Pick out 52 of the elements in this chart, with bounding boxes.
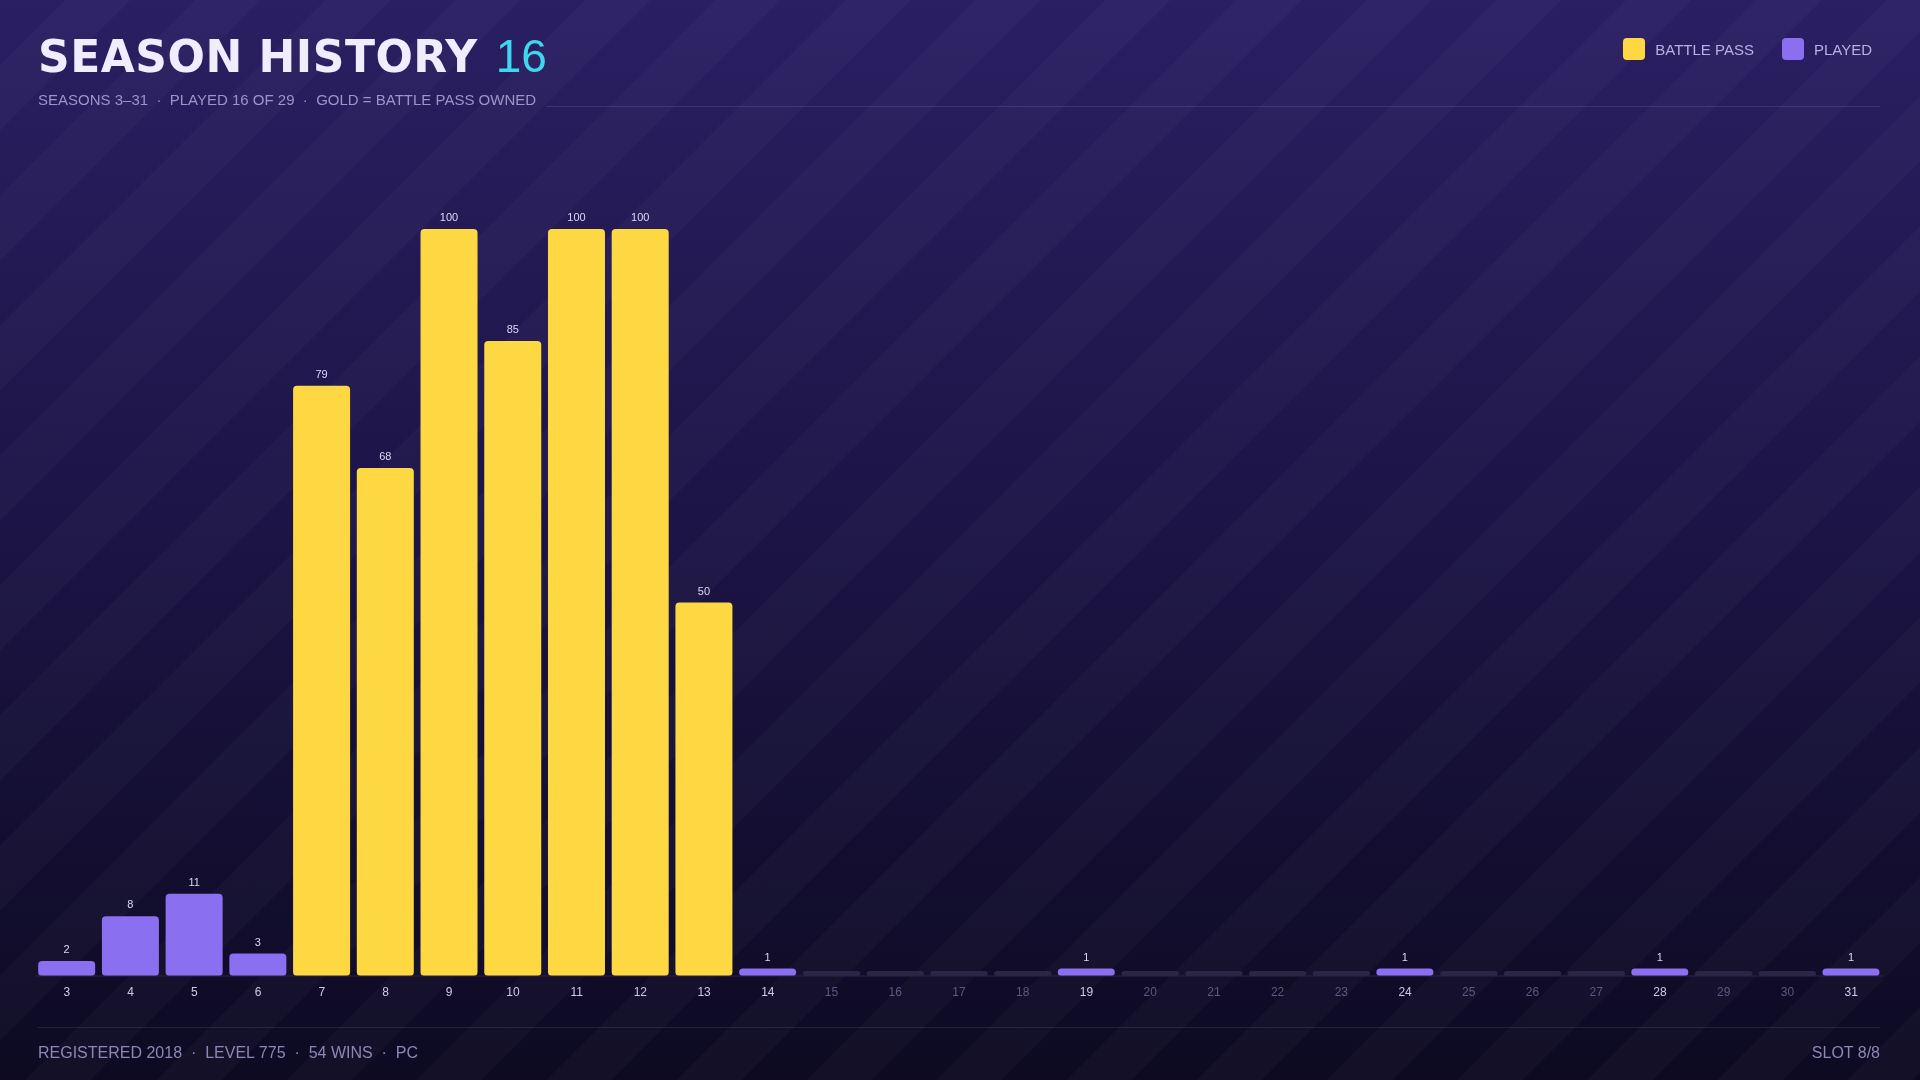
x-tick-label: 5 xyxy=(190,985,198,999)
legend-label: BATTLE PASS xyxy=(1655,40,1754,58)
data-label: 3 xyxy=(254,935,261,948)
x-tick-label: 25 xyxy=(1462,985,1476,999)
x-tick-label: 30 xyxy=(1780,985,1795,999)
x-tick-label: 14 xyxy=(761,985,775,999)
x-tick-label: 11 xyxy=(570,985,584,999)
x-tick-label: 27 xyxy=(1589,985,1604,999)
data-label: 1 xyxy=(1083,950,1090,963)
x-tick-label: 10 xyxy=(506,985,520,999)
x-tick-label: 7 xyxy=(318,985,326,999)
x-tick-label: 13 xyxy=(697,985,712,999)
data-label: 1 xyxy=(1401,950,1408,963)
data-label: 2 xyxy=(63,943,70,956)
data-label: 50 xyxy=(697,584,711,597)
x-tick-label: 29 xyxy=(1717,985,1731,999)
chart-title: SEASON HISTORY xyxy=(38,31,478,82)
data-label: 1 xyxy=(1656,950,1663,963)
x-tick-label: 12 xyxy=(633,985,648,999)
x-tick-label: 19 xyxy=(1079,985,1094,999)
data-label: 68 xyxy=(379,450,392,463)
chart-subtitle: SEASONS 3–31 · PLAYED 16 OF 29 · GOLD = BATTLE PASS OWNED xyxy=(38,91,537,109)
x-tick-label: 6 xyxy=(254,985,262,999)
x-tick-label: 23 xyxy=(1334,985,1349,999)
x-tick-label: 20 xyxy=(1143,985,1158,999)
text: 16 xyxy=(495,30,547,82)
legend-label: PLAYED xyxy=(1813,40,1872,58)
x-tick-label: 8 xyxy=(382,985,390,999)
x-tick-label: 21 xyxy=(1207,985,1221,999)
data-label: 85 xyxy=(506,323,519,336)
x-tick-label: 22 xyxy=(1270,985,1285,999)
x-tick-label: 26 xyxy=(1525,985,1540,999)
data-label: 11 xyxy=(188,875,200,888)
data-label: 100 xyxy=(567,211,586,223)
data-label: 1 xyxy=(1847,950,1855,963)
data-label: 100 xyxy=(631,211,650,223)
x-tick-label: 28 xyxy=(1653,985,1667,999)
x-tick-label: 4 xyxy=(127,985,135,999)
x-tick-label: 17 xyxy=(952,985,966,999)
data-label: 100 xyxy=(439,211,459,223)
data-label: 8 xyxy=(127,898,134,911)
x-tick-label: 16 xyxy=(888,985,903,999)
x-tick-label: 24 xyxy=(1398,985,1413,999)
x-tick-label: 15 xyxy=(824,985,839,999)
text: REGISTERED 2018 · LEVEL 775 · 54 WINS · PC xyxy=(38,1044,418,1062)
x-tick-label: 18 xyxy=(1016,985,1030,999)
x-tick-label: 9 xyxy=(445,985,453,999)
x-tick-label: 3 xyxy=(63,985,71,999)
data-label: 1 xyxy=(764,950,771,963)
x-tick-label: 31 xyxy=(1844,985,1859,999)
data-label: 79 xyxy=(315,367,328,380)
text: SLOT 8/8 xyxy=(1811,1044,1880,1062)
